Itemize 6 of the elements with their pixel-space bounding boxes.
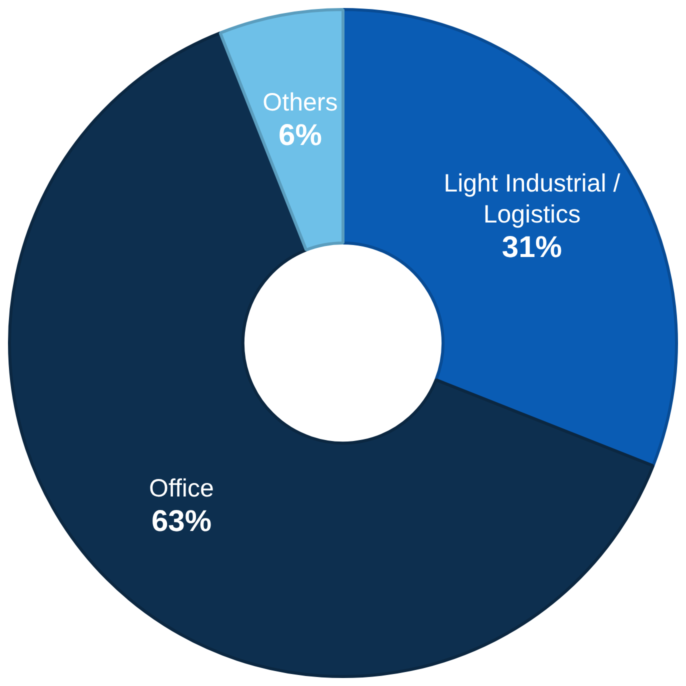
slice-label: Others bbox=[262, 88, 338, 116]
slice-label: Office bbox=[149, 474, 214, 502]
data-label: 31% bbox=[502, 230, 562, 264]
data-label: 6% bbox=[278, 118, 322, 152]
slice-label: Light Industrial / Logistics bbox=[444, 169, 620, 228]
data-label: 63% bbox=[151, 504, 212, 538]
